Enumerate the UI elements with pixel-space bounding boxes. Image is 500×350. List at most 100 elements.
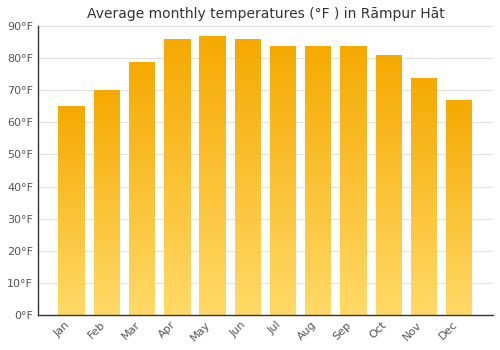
Bar	[340, 258, 366, 261]
Bar	[305, 76, 332, 79]
Bar	[340, 268, 366, 271]
Bar	[305, 49, 332, 52]
Bar	[129, 150, 156, 153]
Bar	[129, 251, 156, 255]
Bar	[129, 217, 156, 220]
Bar	[164, 208, 190, 211]
Bar	[410, 149, 437, 152]
Bar	[376, 211, 402, 214]
Bar	[410, 258, 437, 261]
Bar	[410, 273, 437, 276]
Bar	[164, 253, 190, 256]
Bar	[200, 262, 226, 266]
Bar	[270, 133, 296, 136]
Bar	[129, 128, 156, 131]
Bar	[270, 59, 296, 62]
Bar	[376, 214, 402, 217]
Bar	[305, 247, 332, 251]
Bar	[129, 305, 156, 308]
Bar	[234, 211, 261, 215]
Bar	[340, 298, 366, 301]
Bar	[410, 110, 437, 113]
Bar	[340, 110, 366, 113]
Bar	[200, 99, 226, 102]
Bar	[58, 146, 85, 148]
Bar	[164, 94, 190, 98]
Bar	[340, 285, 366, 288]
Bar	[305, 180, 332, 183]
Bar	[200, 220, 226, 224]
Bar	[234, 139, 261, 142]
Bar	[234, 122, 261, 125]
Bar	[446, 264, 472, 266]
Bar	[164, 56, 190, 60]
Bar	[446, 312, 472, 315]
Bar	[234, 66, 261, 70]
Bar	[446, 175, 472, 178]
Bar	[305, 217, 332, 220]
Bar	[270, 147, 296, 150]
Bar	[234, 167, 261, 170]
Bar	[129, 232, 156, 236]
Bar	[270, 123, 296, 126]
Bar	[129, 191, 156, 195]
Bar	[446, 164, 472, 167]
Bar	[164, 118, 190, 122]
Bar	[200, 234, 226, 238]
Bar	[164, 163, 190, 167]
Bar	[340, 156, 366, 160]
Bar	[446, 121, 472, 124]
Bar	[340, 207, 366, 210]
Bar	[410, 294, 437, 297]
Bar	[410, 223, 437, 226]
Bar	[129, 90, 156, 93]
Bar	[446, 119, 472, 121]
Bar	[340, 180, 366, 183]
Bar	[94, 191, 120, 194]
Bar	[376, 104, 402, 107]
Bar	[410, 101, 437, 104]
Bar	[164, 287, 190, 290]
Bar	[164, 284, 190, 287]
Bar	[410, 158, 437, 161]
Bar	[129, 77, 156, 80]
Bar	[376, 201, 402, 204]
Bar	[58, 179, 85, 182]
Bar	[129, 112, 156, 116]
Bar	[270, 156, 296, 160]
Bar	[94, 130, 120, 132]
Bar	[410, 161, 437, 163]
Bar	[129, 302, 156, 305]
Bar	[58, 106, 85, 109]
Bar	[376, 279, 402, 282]
Bar	[340, 140, 366, 143]
Bar	[58, 205, 85, 208]
Bar	[446, 245, 472, 248]
Bar	[410, 84, 437, 86]
Bar	[340, 281, 366, 285]
Bar	[200, 203, 226, 207]
Bar	[94, 270, 120, 273]
Bar	[200, 252, 226, 256]
Bar	[340, 183, 366, 187]
Bar	[410, 205, 437, 208]
Bar	[340, 153, 366, 156]
Bar	[446, 132, 472, 135]
Bar	[164, 74, 190, 77]
Bar	[58, 258, 85, 260]
Bar	[58, 231, 85, 234]
Bar	[58, 265, 85, 268]
Bar	[164, 115, 190, 118]
Bar	[340, 86, 366, 89]
Bar	[270, 62, 296, 66]
Bar	[270, 120, 296, 123]
Bar	[340, 224, 366, 227]
Bar	[234, 225, 261, 229]
Bar	[446, 224, 472, 226]
Bar	[410, 211, 437, 214]
Bar	[376, 175, 402, 178]
Bar	[446, 256, 472, 258]
Bar	[305, 278, 332, 281]
Bar	[164, 139, 190, 142]
Bar	[164, 105, 190, 108]
